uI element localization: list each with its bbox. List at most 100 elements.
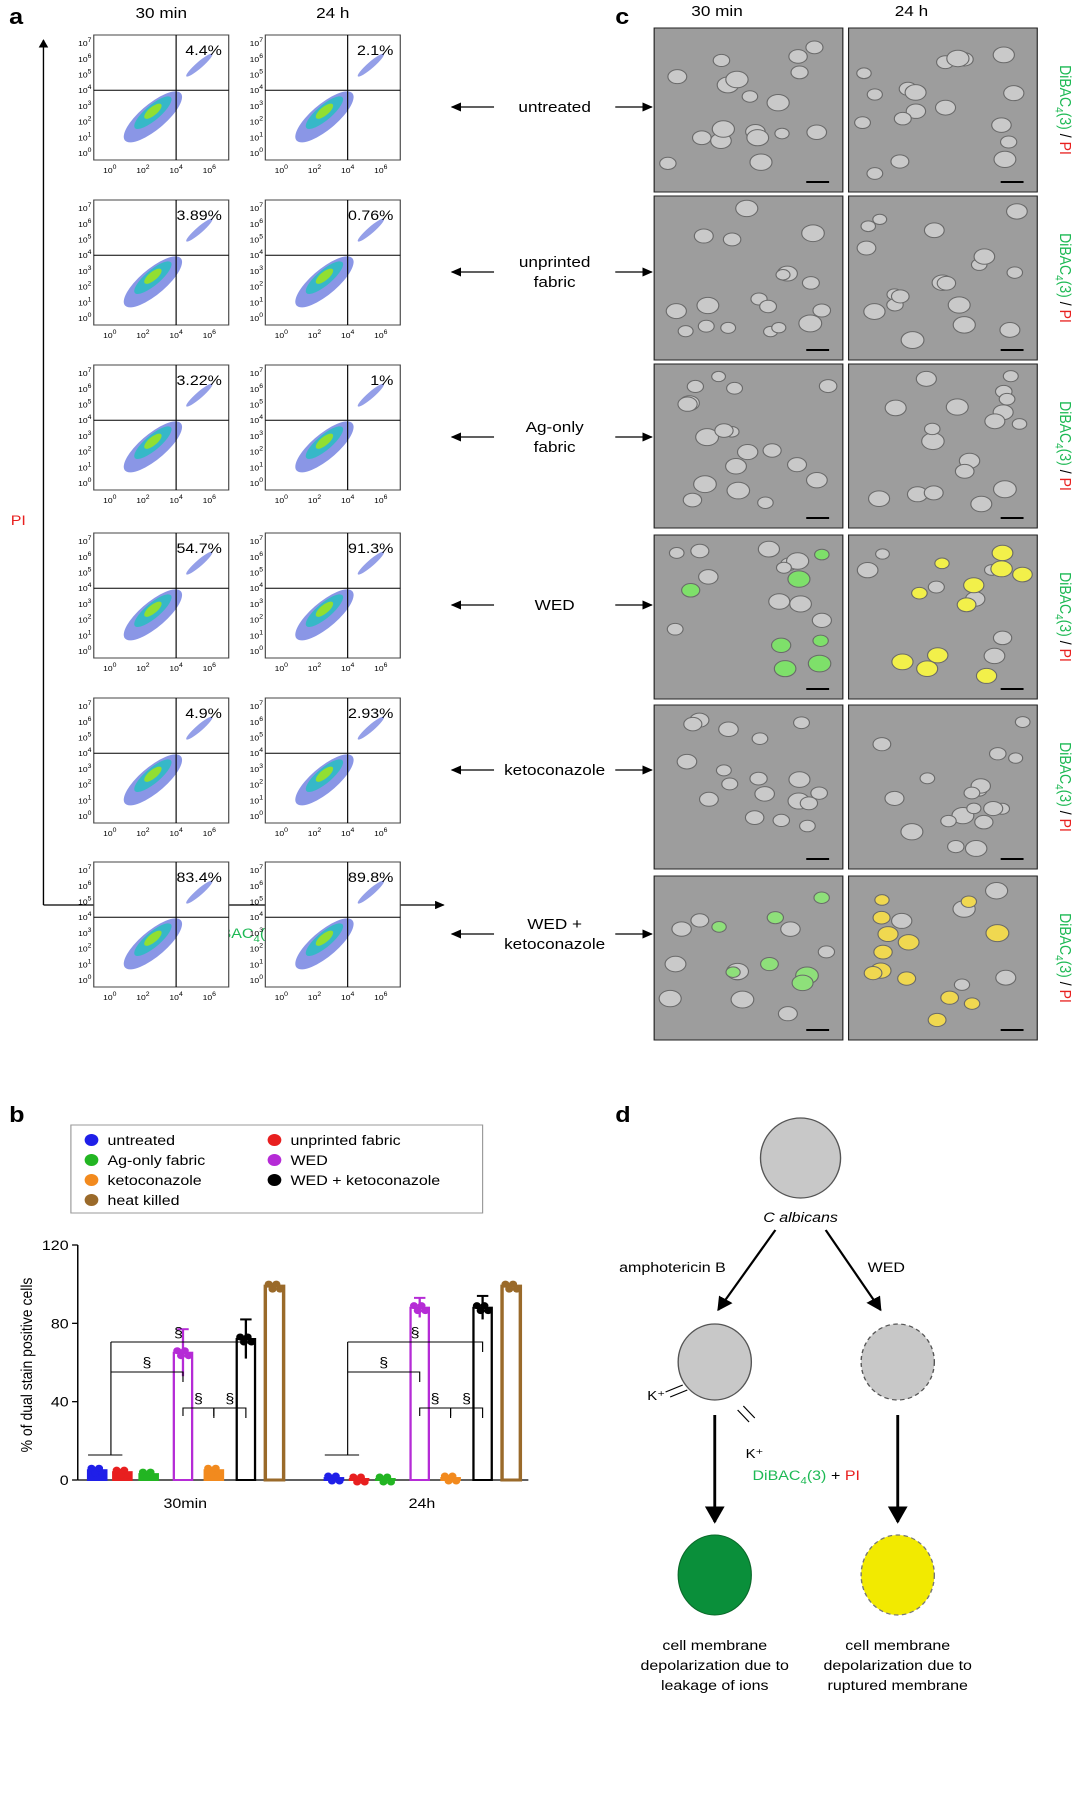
cell: [915, 370, 937, 387]
text-part: 10: [308, 829, 318, 837]
text-part: 7: [259, 37, 263, 44]
text-part: 6: [384, 662, 388, 669]
text-part: 5: [259, 567, 263, 574]
cell: [985, 924, 1010, 943]
point: [204, 1464, 213, 1472]
text-part: 0: [113, 494, 117, 501]
micrograph: [653, 704, 844, 870]
x-tick-label: 100: [103, 494, 117, 505]
text-part: 6: [384, 329, 388, 336]
text-part: 10: [250, 647, 260, 655]
text-part: 10: [78, 553, 88, 561]
text-part: 4: [179, 329, 183, 336]
text-part: 10: [374, 166, 384, 174]
text-part: PI: [1056, 310, 1074, 323]
text-part: 5: [88, 732, 92, 739]
point: [138, 1468, 147, 1476]
point: [268, 1285, 277, 1293]
text-part: 2: [317, 827, 321, 834]
treatment-label: ketoconazole: [504, 936, 605, 953]
y-tick-label: 102: [250, 281, 264, 292]
cell: [726, 381, 744, 395]
cell: [775, 269, 791, 281]
text-part: 0: [284, 662, 288, 669]
legend-label: unprinted fabric: [290, 1133, 401, 1149]
x-tick-label: 100: [103, 329, 117, 340]
cell: [900, 823, 924, 841]
text-part: 10: [78, 929, 88, 937]
text-part: 10: [78, 299, 88, 307]
y-tick-label: 100: [78, 645, 92, 656]
significance: §: [411, 1325, 420, 1341]
y-tick-label: 105: [250, 234, 264, 245]
x-tick-label: 100: [275, 494, 289, 505]
cell: [897, 971, 917, 986]
text-part: 10: [250, 102, 260, 110]
cell: [676, 753, 698, 770]
text-part: 1: [88, 630, 92, 637]
cloud: [186, 383, 213, 407]
text-part: 4: [253, 934, 259, 945]
cell: [954, 463, 975, 479]
cell: [890, 154, 910, 169]
bracket: [110, 1371, 184, 1382]
x-tick-label: 106: [374, 827, 388, 838]
cell: [754, 786, 776, 802]
y-tick-label: 106: [250, 716, 264, 727]
cell: [945, 398, 969, 416]
cell: [725, 966, 741, 978]
text-part: 6: [88, 551, 92, 558]
text-part: 0: [284, 827, 288, 834]
cell: [696, 296, 720, 315]
text-part: 10: [250, 961, 260, 969]
legend-label: WED + ketoconazole: [290, 1173, 440, 1189]
y-tick-label: 120: [42, 1238, 69, 1254]
text-part: 4: [259, 415, 263, 422]
text-part: 4: [259, 583, 263, 590]
text-part: 10: [78, 267, 88, 275]
text-part: 4: [1052, 443, 1065, 449]
cell: [786, 457, 808, 473]
text-part: 5: [88, 69, 92, 76]
y-tick-label: 104: [78, 85, 92, 96]
text-part: 10: [78, 882, 88, 890]
y-tick-label: 100: [250, 810, 264, 821]
panel-label: d: [615, 1103, 630, 1127]
text-part: 10: [78, 585, 88, 593]
text-part: 10: [136, 993, 146, 1001]
text-part: 10: [169, 331, 179, 339]
cell: [872, 213, 888, 226]
text-part: 10: [169, 829, 179, 837]
cell: [916, 660, 939, 678]
text-part: 1: [88, 795, 92, 802]
text-part: /: [1056, 470, 1074, 475]
y-tick-label: 103: [250, 430, 264, 441]
cell: [863, 303, 886, 320]
text-part: 10: [250, 401, 260, 409]
cell: [814, 548, 830, 561]
text-part: 10: [78, 134, 88, 142]
text-part: 10: [374, 664, 384, 672]
x-tick-label: 102: [308, 329, 322, 340]
text-part: 0: [259, 974, 263, 981]
text-part: (3): [1056, 113, 1074, 130]
y-tick-label: 100: [78, 974, 92, 985]
text-part: 2: [146, 662, 150, 669]
y-tick-label: 102: [78, 779, 92, 790]
text-part: 2: [317, 164, 321, 171]
text-part: 4: [179, 494, 183, 501]
cell: [991, 544, 1014, 562]
bracket: [347, 1341, 484, 1352]
text-part: 10: [341, 331, 351, 339]
text-part: 10: [78, 781, 88, 789]
text-part: 1: [259, 132, 263, 139]
text-part: 10: [78, 252, 88, 260]
cell: [766, 93, 790, 112]
text-part: 2: [88, 779, 92, 786]
cell: [777, 1006, 798, 1022]
cell: [695, 428, 720, 447]
text-part: DiBAC: [1056, 401, 1074, 443]
point: [243, 1333, 252, 1341]
cell: [711, 370, 727, 383]
